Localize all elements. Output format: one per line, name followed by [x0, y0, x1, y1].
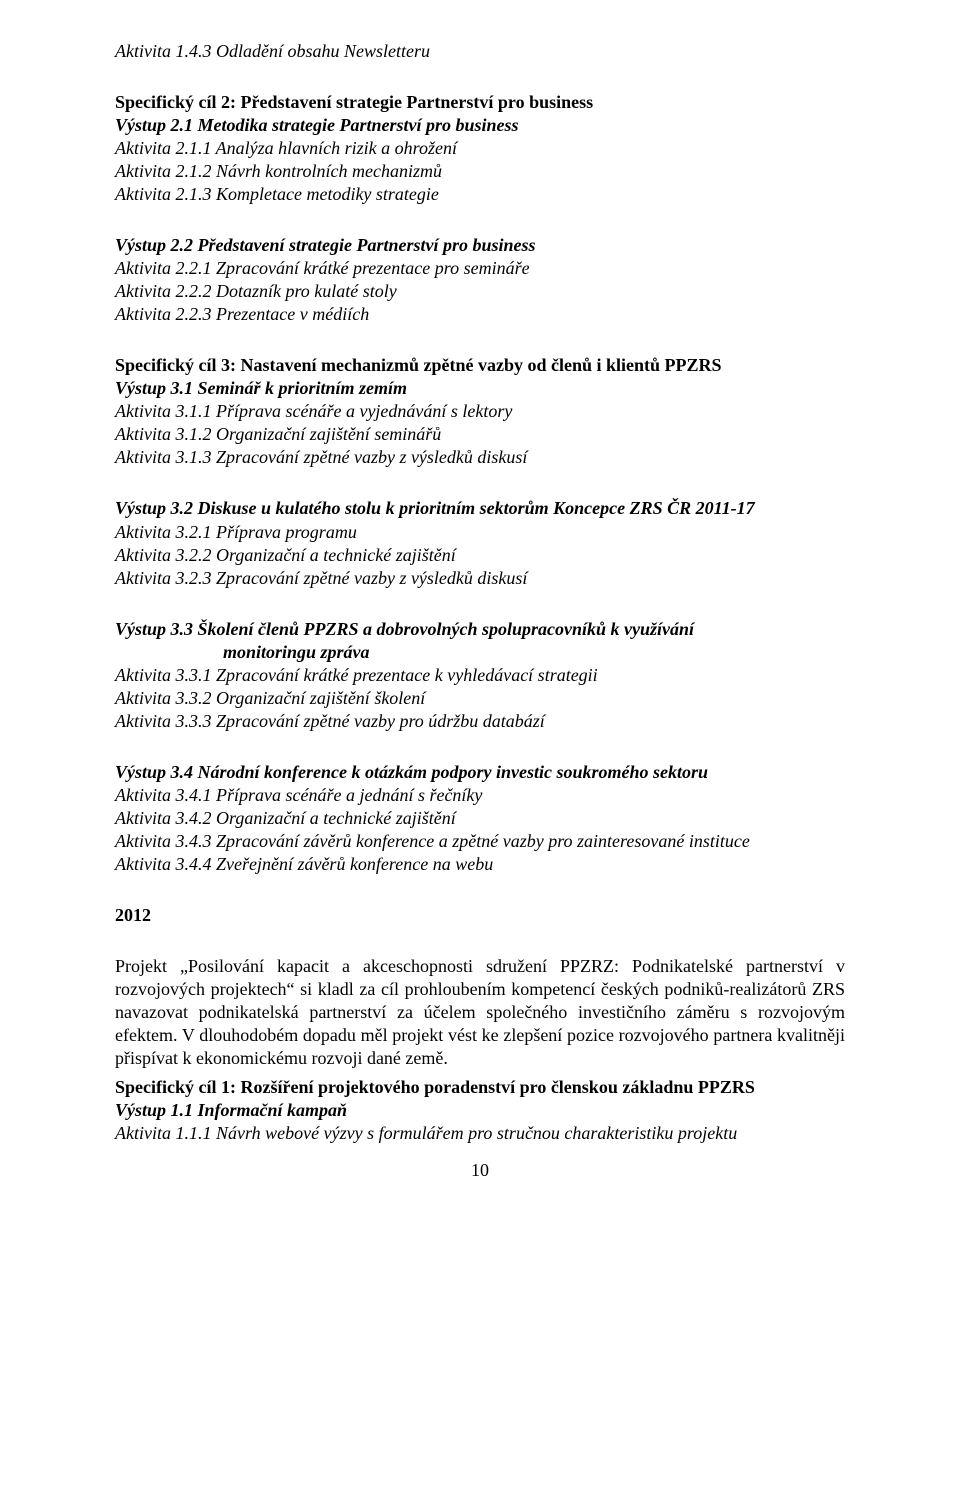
text-line: Aktivita 2.1.3 Kompletace metodiky strat… — [115, 183, 845, 206]
text-line: Výstup 1.1 Informační kampaň — [115, 1099, 845, 1122]
text-block: Výstup 3.3 Školení členů PPZRS a dobrovo… — [115, 618, 845, 733]
text-line: Výstup 3.1 Seminář k prioritním zemím — [115, 377, 845, 400]
text-block: Výstup 3.2 Diskuse u kulatého stolu k pr… — [115, 497, 845, 589]
text-line: Aktivita 3.4.3 Zpracování závěrů konfere… — [115, 830, 845, 853]
text-line: Výstup 3.3 Školení členů PPZRS a dobrovo… — [115, 618, 845, 641]
text-line: Výstup 2.1 Metodika strategie Partnerstv… — [115, 114, 845, 137]
text-line: Aktivita 3.2.2 Organizační a technické z… — [115, 544, 845, 567]
text-line: Specifický cíl 1: Rozšíření projektového… — [115, 1076, 845, 1099]
text-line: Aktivita 2.1.2 Návrh kontrolních mechani… — [115, 160, 845, 183]
text-block: Výstup 2.2 Představení strategie Partner… — [115, 234, 845, 326]
text-line: Aktivita 2.2.2 Dotazník pro kulaté stoly — [115, 280, 845, 303]
text-line: Aktivita 3.4.4 Zveřejnění závěrů konfere… — [115, 853, 845, 876]
text-line: Výstup 3.4 Národní konference k otázkám … — [115, 761, 845, 784]
text-line: Výstup 2.2 Představení strategie Partner… — [115, 234, 845, 257]
text-line: Aktivita 3.4.1 Příprava scénáře a jednán… — [115, 784, 845, 807]
text-line: Aktivita 3.2.3 Zpracování zpětné vazby z… — [115, 567, 845, 590]
text-line: Aktivita 3.2.1 Příprava programu — [115, 521, 845, 544]
text-line: Aktivita 3.1.2 Organizační zajištění sem… — [115, 423, 845, 446]
final-block: Specifický cíl 1: Rozšíření projektového… — [115, 1076, 845, 1145]
text-block: Specifický cíl 2: Představení strategie … — [115, 91, 845, 206]
text-line: Aktivita 3.3.1 Zpracování krátké prezent… — [115, 664, 845, 687]
text-line: 2012 — [115, 904, 845, 927]
page-container: Aktivita 1.4.3 Odladění obsahu Newslette… — [0, 0, 960, 1509]
text-line: Výstup 3.2 Diskuse u kulatého stolu k pr… — [115, 497, 845, 520]
text-line: Aktivita 2.2.1 Zpracování krátké prezent… — [115, 257, 845, 280]
text-line: monitoringu zpráva — [115, 641, 845, 664]
text-line: Aktivita 3.1.1 Příprava scénáře a vyjedn… — [115, 400, 845, 423]
text-line: Aktivita 3.3.2 Organizační zajištění ško… — [115, 687, 845, 710]
paragraph-2012: Projekt „Posilování kapacit a akceschopn… — [115, 955, 845, 1070]
text-line: Aktivita 1.1.1 Návrh webové výzvy s form… — [115, 1122, 845, 1145]
page-number: 10 — [115, 1159, 845, 1182]
text-line: Aktivita 2.1.1 Analýza hlavních rizik a … — [115, 137, 845, 160]
text-line: Aktivita 1.4.3 Odladění obsahu Newslette… — [115, 40, 845, 63]
text-block: Aktivita 1.4.3 Odladění obsahu Newslette… — [115, 40, 845, 63]
text-line: Specifický cíl 3: Nastavení mechanizmů z… — [115, 354, 845, 377]
text-block: 2012 — [115, 904, 845, 927]
text-block: Specifický cíl 3: Nastavení mechanizmů z… — [115, 354, 845, 469]
text-block: Výstup 3.4 Národní konference k otázkám … — [115, 761, 845, 876]
text-line: Aktivita 3.3.3 Zpracování zpětné vazby p… — [115, 710, 845, 733]
text-line: Specifický cíl 2: Představení strategie … — [115, 91, 845, 114]
document-body: Aktivita 1.4.3 Odladění obsahu Newslette… — [115, 40, 845, 927]
text-line: Aktivita 3.1.3 Zpracování zpětné vazby z… — [115, 446, 845, 469]
text-line: Aktivita 3.4.2 Organizační a technické z… — [115, 807, 845, 830]
text-line: Aktivita 2.2.3 Prezentace v médiích — [115, 303, 845, 326]
